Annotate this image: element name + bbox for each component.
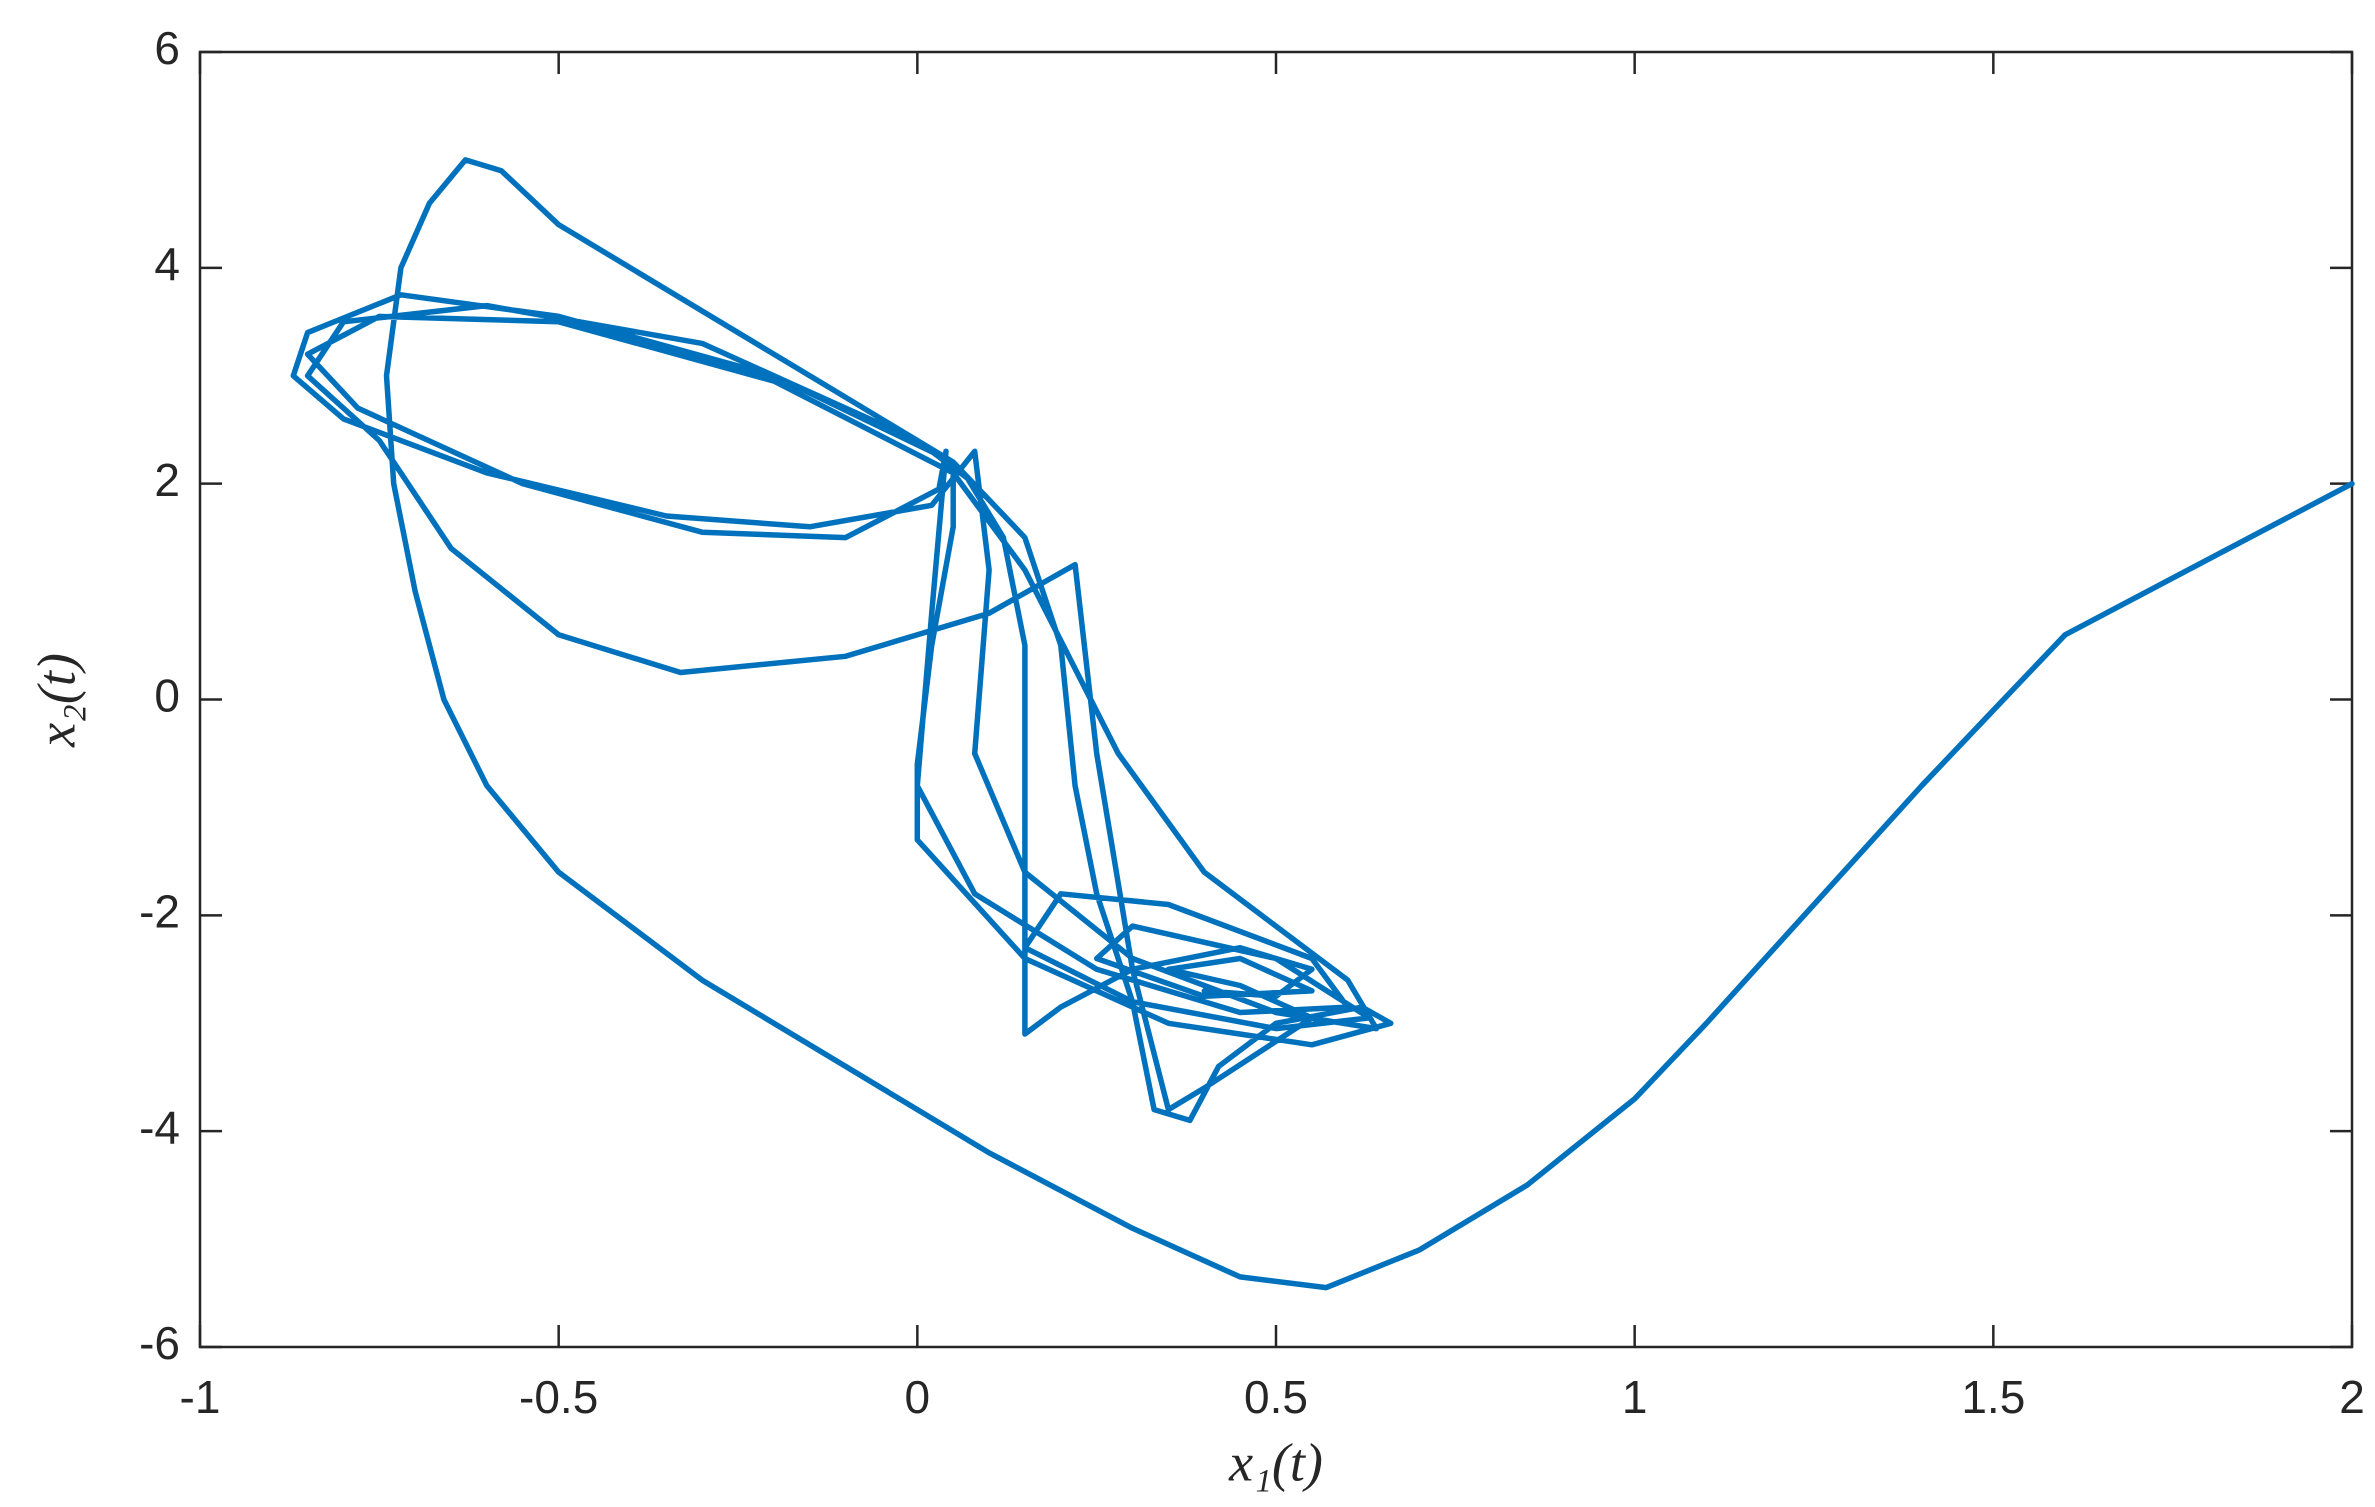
y-tick-label: -6 (139, 1317, 180, 1369)
y-tick-label: 4 (154, 238, 180, 290)
x-tick-label: 0 (905, 1371, 931, 1423)
y-tick-label: 0 (154, 670, 180, 722)
y-tick-label: 2 (154, 454, 180, 506)
plot-area (198, 50, 2354, 1349)
y-tick-label: 6 (154, 22, 180, 74)
x-axis-label: x₁(t) (1228, 1432, 1323, 1492)
x-tick-label: 1 (1622, 1371, 1648, 1423)
x-tick-label: 1.5 (1961, 1371, 2025, 1423)
x-tick-label: 0.5 (1244, 1371, 1308, 1423)
x-tick-label: -0.5 (519, 1371, 598, 1423)
x-tick-label: -1 (180, 1371, 221, 1423)
y-tick-label: -2 (139, 885, 180, 937)
trajectory-line (290, 157, 2355, 1291)
y-axis-label: x₂(t) (26, 653, 86, 748)
x-tick-label: 2 (2339, 1371, 2365, 1423)
y-tick-label: -4 (139, 1101, 180, 1153)
